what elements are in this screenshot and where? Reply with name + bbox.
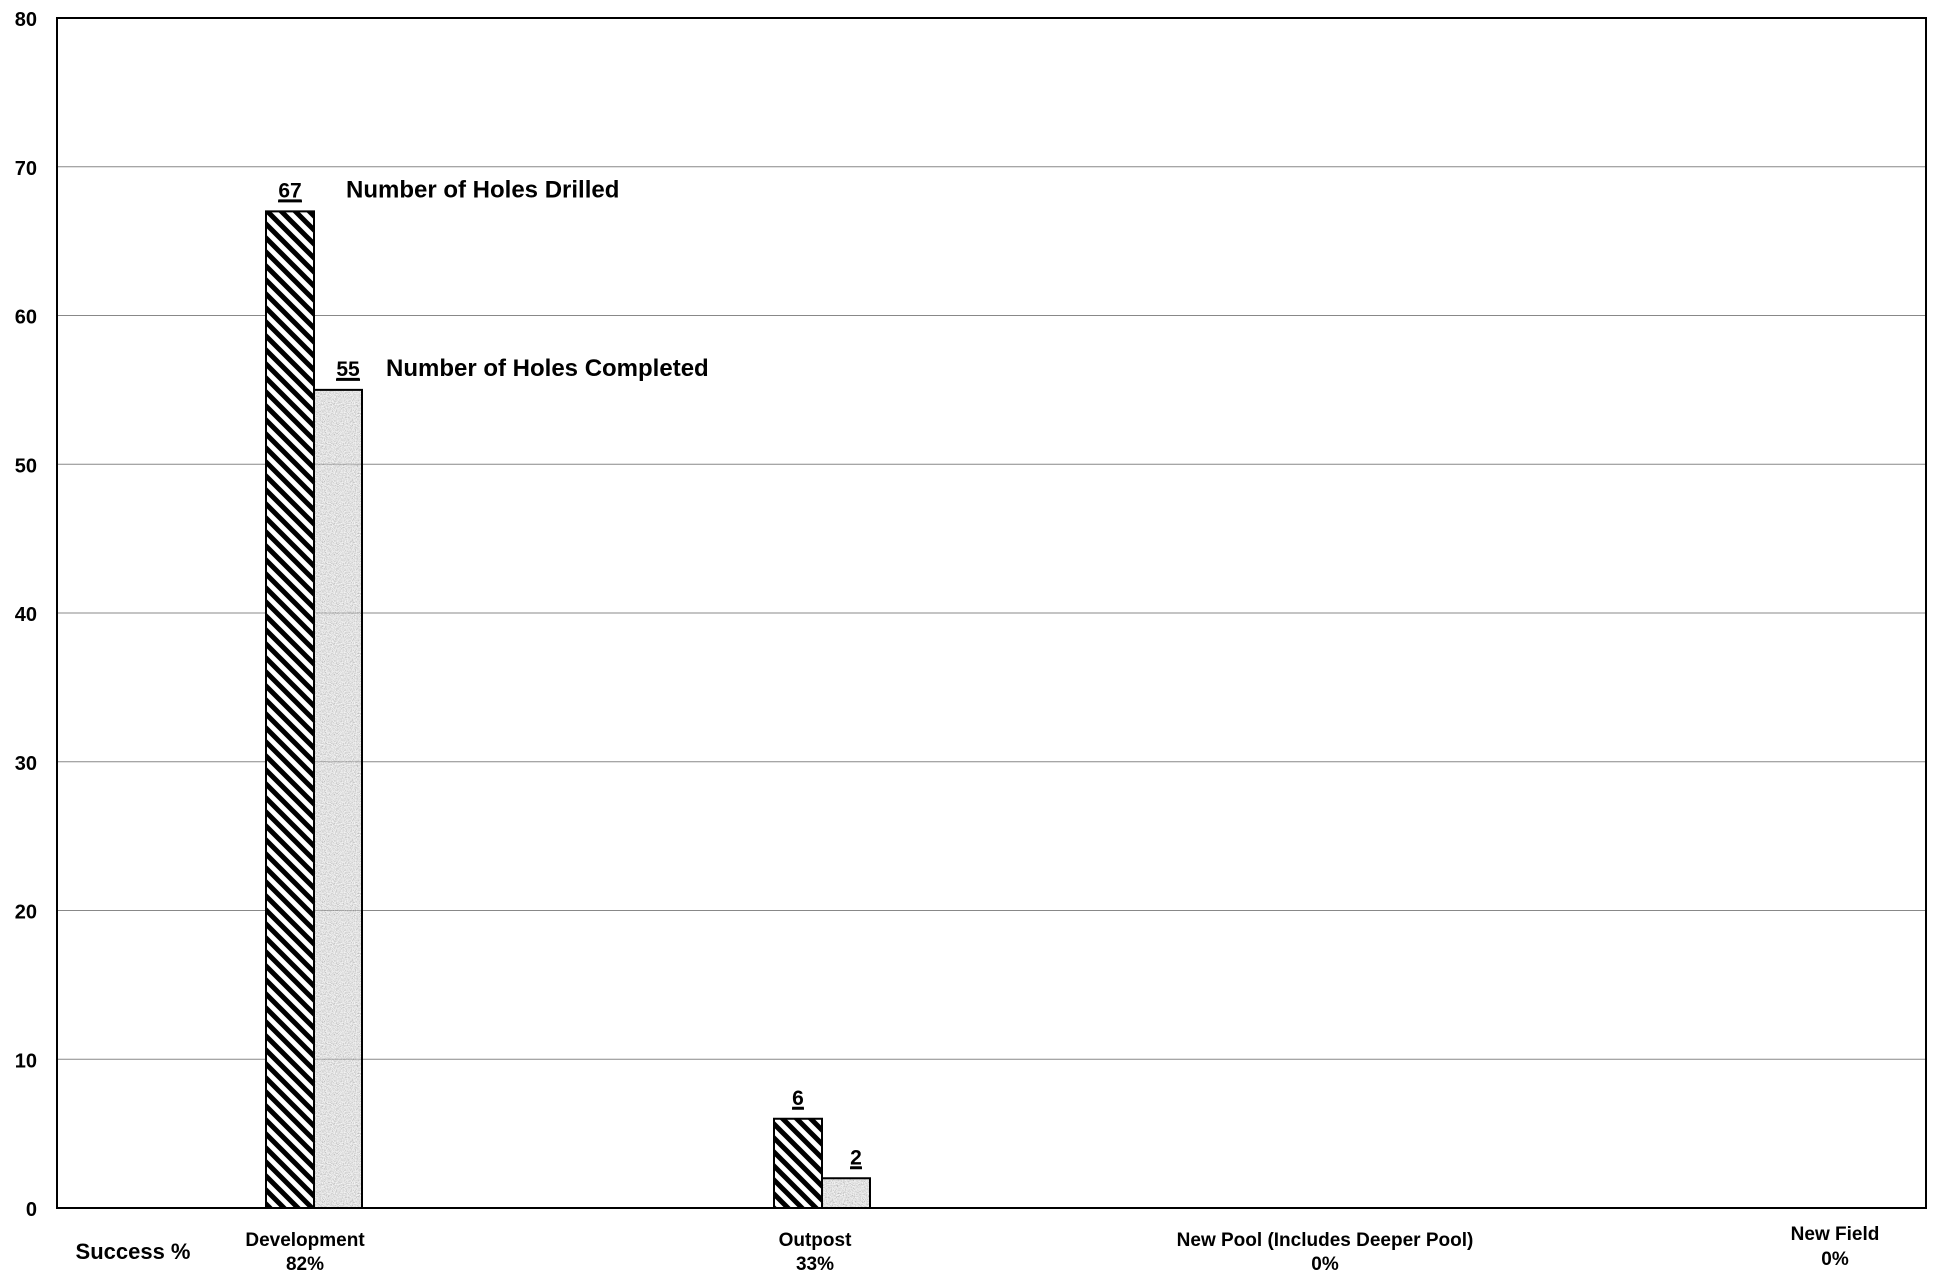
y-tick-label: 0: [26, 1199, 37, 1221]
success-row-label: Success %: [76, 1239, 191, 1264]
x-category-label: Outpost: [779, 1230, 852, 1251]
data-label: 55: [336, 358, 360, 381]
x-axis-labels: Success % Development 82% Outpost 33% New Poo…: [76, 1224, 1880, 1275]
bar-completed: [821, 1177, 871, 1209]
gridlines: [57, 166, 1926, 1060]
x-category-success: 82%: [286, 1254, 324, 1275]
x-category-success: 33%: [796, 1254, 834, 1275]
y-tick-label: 40: [15, 604, 37, 626]
plot-area-frame: [56, 17, 1927, 1209]
y-tick-label: 10: [15, 1050, 37, 1072]
series-annotation: Number of Holes Completed: [386, 355, 709, 382]
x-category-label: Development: [245, 1230, 365, 1251]
x-category-label: New Field: [1791, 1224, 1880, 1245]
x-category-success: 0%: [1311, 1254, 1339, 1275]
y-tick-label: 60: [15, 307, 37, 329]
bar-drilled: [265, 210, 315, 1209]
y-tick-label: 80: [15, 9, 37, 31]
x-category-success: 0%: [1821, 1249, 1849, 1270]
data-label: 67: [278, 179, 301, 202]
bar-completed: [313, 388, 363, 1209]
y-tick-label: 30: [15, 753, 37, 775]
bar-drilled: [773, 1117, 823, 1209]
data-label: 6: [792, 1087, 804, 1110]
data-labels: 67 Number of Holes Drilled 6 55 Number of Ho…: [278, 176, 862, 1170]
y-tick-label: 70: [15, 158, 37, 180]
data-label: 2: [850, 1146, 862, 1169]
x-category-label: New Pool (Includes Deeper Pool): [1177, 1230, 1474, 1251]
y-tick-label: 20: [15, 902, 37, 924]
series-annotation: Number of Holes Drilled: [346, 176, 619, 203]
y-axis-ticks: 0 10 20 30 40 50 60 70 80: [15, 9, 37, 1221]
y-tick-label: 50: [15, 455, 37, 477]
